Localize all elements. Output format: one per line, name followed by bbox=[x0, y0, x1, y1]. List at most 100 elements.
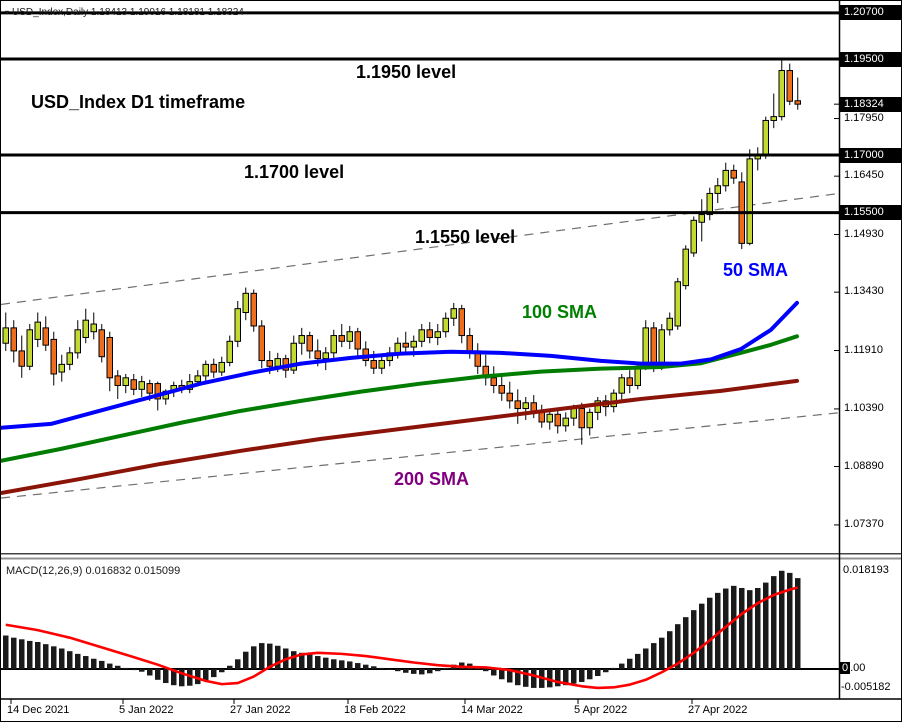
macd-histogram-bar bbox=[67, 651, 73, 669]
candle-body bbox=[202, 363, 209, 377]
macd-histogram-bar bbox=[499, 669, 505, 680]
macd-histogram-bar bbox=[579, 669, 585, 682]
candle-body bbox=[538, 411, 545, 423]
candle-body bbox=[450, 308, 457, 319]
macd-histogram-bar bbox=[307, 654, 313, 669]
candle-body bbox=[706, 192, 713, 216]
candle-body bbox=[618, 377, 625, 394]
macd-histogram-bar bbox=[155, 669, 161, 680]
annotation-timeframe-title: USD_Index D1 timeframe bbox=[31, 92, 246, 112]
candle-body bbox=[2, 327, 9, 344]
candle-body bbox=[570, 408, 577, 419]
macd-histogram-bar bbox=[435, 669, 441, 672]
macd-histogram-bar bbox=[611, 667, 617, 669]
macd-histogram-bar bbox=[299, 652, 305, 669]
macd-scale-min-label: -0.005182 bbox=[841, 681, 891, 693]
candle-body bbox=[10, 327, 17, 352]
macd-histogram-bar bbox=[587, 669, 593, 680]
date-axis-label: 27 Apr 2022 bbox=[688, 704, 748, 716]
macd-scale-max-label: 0.018193 bbox=[843, 564, 889, 576]
candle-body bbox=[490, 377, 497, 386]
macd-histogram-bar bbox=[91, 658, 97, 669]
macd-histogram-bar bbox=[251, 646, 257, 669]
candle-body bbox=[634, 367, 641, 386]
price-axis-label: 1.17950 bbox=[844, 111, 884, 124]
macd-histogram-bar bbox=[331, 659, 337, 669]
candle-body bbox=[786, 70, 793, 102]
candle-body bbox=[82, 319, 89, 338]
macd-histogram-bar bbox=[267, 643, 273, 669]
macd-histogram-bar bbox=[531, 669, 537, 688]
macd-histogram-bar bbox=[219, 669, 225, 673]
macd-histogram-bar bbox=[563, 669, 569, 686]
macd-histogram-bar bbox=[187, 669, 193, 686]
macd-histogram-bar bbox=[763, 582, 769, 669]
annotation-level-1550-label: 1.1550 level bbox=[415, 227, 516, 247]
macd-histogram-bar bbox=[107, 663, 113, 669]
macd-histogram-bar bbox=[659, 637, 665, 669]
date-axis-label: 5 Jan 2022 bbox=[119, 704, 174, 716]
candle-body bbox=[506, 392, 513, 402]
candle-body bbox=[714, 185, 721, 194]
candle-body bbox=[50, 338, 57, 375]
macd-histogram-bar bbox=[347, 661, 353, 669]
macd-zero-badge: 0 bbox=[840, 662, 851, 674]
candle-body bbox=[122, 377, 129, 386]
candle-body bbox=[546, 413, 553, 423]
candle-body bbox=[762, 119, 769, 156]
macd-histogram-bar bbox=[3, 635, 9, 669]
candle-body bbox=[98, 329, 105, 358]
macd-histogram-bar bbox=[387, 669, 393, 670]
macd-histogram-bar bbox=[667, 631, 673, 669]
macd-histogram-bar bbox=[691, 610, 697, 669]
candle-body bbox=[18, 350, 25, 367]
macd-histogram-bar bbox=[379, 667, 385, 669]
candle-body bbox=[658, 329, 665, 367]
candle-body bbox=[90, 323, 97, 333]
candle-body bbox=[218, 361, 225, 373]
macd-histogram-bar bbox=[131, 669, 137, 671]
candle-body bbox=[674, 281, 681, 327]
candle-body bbox=[746, 158, 753, 244]
candle-body bbox=[130, 379, 137, 390]
candle-body bbox=[426, 329, 433, 338]
price-axis-label: 1.14930 bbox=[844, 227, 884, 240]
annotation-sma50-label: 50 SMA bbox=[723, 260, 789, 280]
candle-body bbox=[722, 169, 729, 187]
candle-body bbox=[778, 70, 785, 118]
macd-histogram-bar bbox=[771, 576, 777, 669]
macd-histogram-bar bbox=[323, 657, 329, 669]
candle-body bbox=[138, 381, 145, 390]
candle-body bbox=[354, 331, 361, 350]
macd-histogram-bar bbox=[443, 667, 449, 669]
price-level-badge: 1.19500 bbox=[840, 51, 901, 67]
panel-separator bbox=[1, 557, 901, 560]
candle-body bbox=[338, 335, 345, 342]
candle-body bbox=[42, 327, 49, 346]
candle-body bbox=[578, 408, 585, 429]
candle-body bbox=[554, 413, 561, 427]
macd-histogram-bar bbox=[555, 669, 561, 687]
macd-histogram-bar bbox=[195, 669, 201, 685]
candle-body bbox=[586, 411, 593, 429]
price-axis-label: 1.16450 bbox=[844, 169, 884, 182]
candle-body bbox=[610, 392, 617, 408]
macd-histogram-bar bbox=[411, 669, 417, 674]
candle-body bbox=[314, 350, 321, 360]
price-axis-label: 1.11910 bbox=[844, 343, 883, 356]
macd-histogram-bar bbox=[419, 669, 425, 675]
candle-body bbox=[562, 417, 569, 427]
macd-histogram-bar bbox=[619, 663, 625, 669]
candle-body bbox=[698, 214, 705, 223]
date-axis-label: 14 Mar 2022 bbox=[461, 704, 523, 716]
candle-body bbox=[306, 335, 313, 352]
macd-histogram-bar bbox=[179, 669, 185, 687]
macd-histogram-bar bbox=[59, 648, 65, 669]
candle-body bbox=[650, 327, 657, 367]
candle-body bbox=[106, 336, 113, 379]
candle-body bbox=[146, 383, 153, 394]
macd-histogram-bar bbox=[683, 617, 689, 669]
candle-body bbox=[330, 335, 337, 354]
